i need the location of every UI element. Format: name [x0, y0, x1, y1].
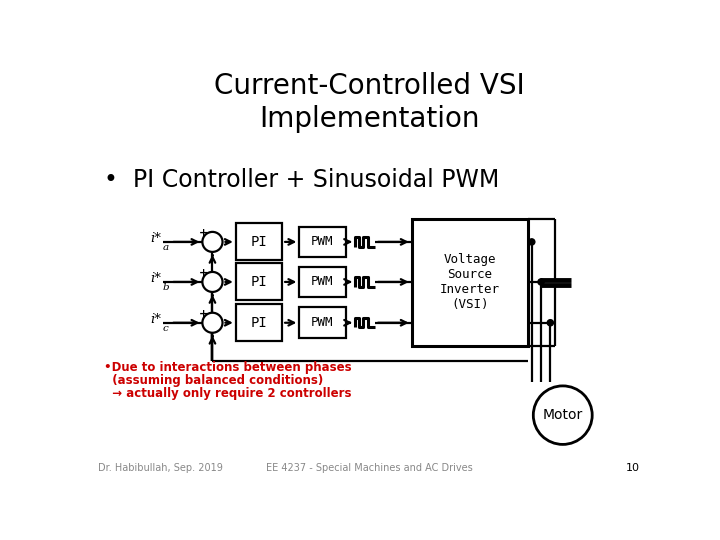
- Text: a: a: [163, 242, 169, 252]
- Text: PI: PI: [251, 235, 267, 249]
- Text: i*: i*: [150, 313, 161, 326]
- Circle shape: [202, 272, 222, 292]
- Text: •  PI Controller + Sinusoidal PWM: • PI Controller + Sinusoidal PWM: [104, 168, 499, 192]
- Bar: [300, 267, 346, 298]
- Text: EE 4237 - Special Machines and AC Drives: EE 4237 - Special Machines and AC Drives: [266, 463, 472, 473]
- Bar: [300, 226, 346, 257]
- Text: Voltage
Source
Inverter
(VSI): Voltage Source Inverter (VSI): [440, 253, 500, 312]
- Bar: [300, 307, 346, 338]
- Bar: [235, 304, 282, 341]
- Text: PI: PI: [251, 316, 267, 330]
- Text: 10: 10: [626, 463, 640, 473]
- Text: Dr. Habibullah, Sep. 2019: Dr. Habibullah, Sep. 2019: [98, 463, 222, 473]
- Text: PWM: PWM: [311, 275, 334, 288]
- Text: i*: i*: [150, 232, 161, 245]
- Bar: [235, 224, 282, 260]
- Text: Motor: Motor: [543, 408, 583, 422]
- Text: b: b: [163, 283, 169, 292]
- Text: +: +: [199, 228, 209, 239]
- Text: •Due to interactions between phases: •Due to interactions between phases: [104, 361, 351, 374]
- Circle shape: [202, 313, 222, 333]
- Circle shape: [538, 279, 544, 285]
- Text: PWM: PWM: [311, 316, 334, 329]
- Text: PWM: PWM: [311, 235, 334, 248]
- Bar: [412, 219, 528, 346]
- Text: c: c: [163, 323, 168, 333]
- Circle shape: [202, 232, 222, 252]
- Text: +: +: [199, 268, 209, 279]
- Text: PI: PI: [251, 275, 267, 289]
- Text: → actually only require 2 controllers: → actually only require 2 controllers: [104, 387, 351, 401]
- Text: Current-Controlled VSI
Implementation: Current-Controlled VSI Implementation: [214, 72, 524, 133]
- Text: i*: i*: [150, 272, 161, 285]
- Circle shape: [534, 386, 593, 444]
- Text: +: +: [199, 309, 209, 319]
- Bar: [235, 264, 282, 300]
- Circle shape: [528, 239, 535, 245]
- Circle shape: [547, 320, 554, 326]
- Text: (assuming balanced conditions): (assuming balanced conditions): [104, 374, 323, 387]
